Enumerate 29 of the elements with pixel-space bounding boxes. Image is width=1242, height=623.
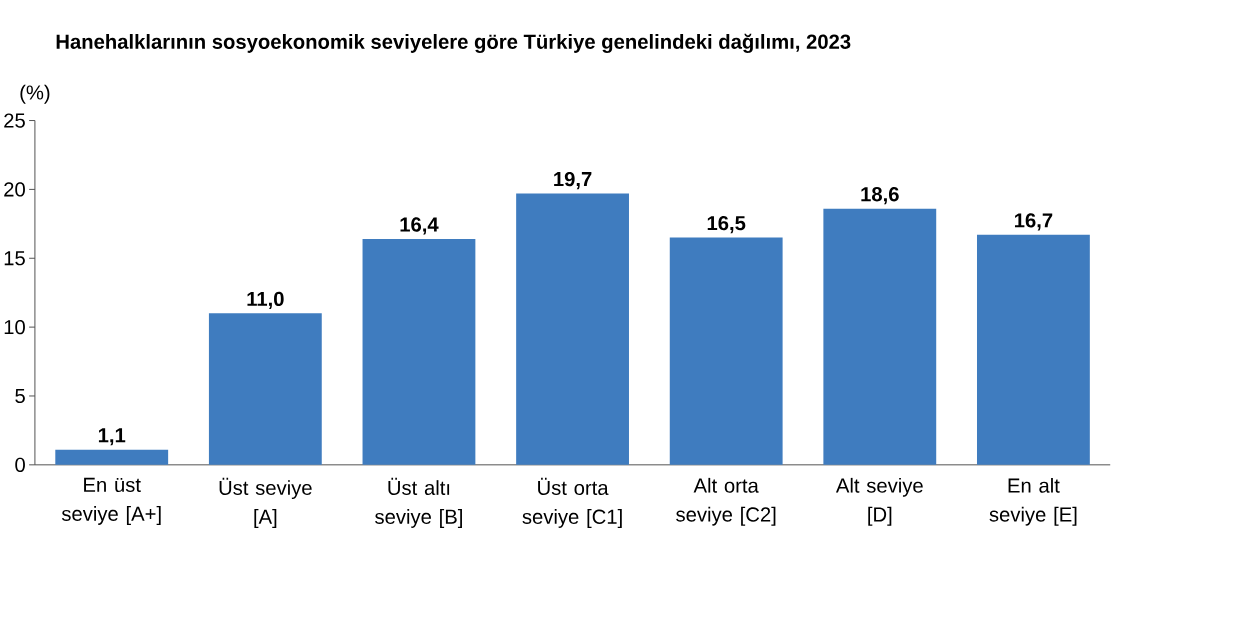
y-tick-label: 5 [15,388,25,404]
y-tick-label: 0 [15,457,25,473]
bar [516,193,629,465]
x-tick-label: Üst altı seviye [B] [375,477,462,528]
data-label: 16,5 [707,215,746,234]
data-label: 11,0 [247,291,284,309]
data-label: 16,7 [1014,213,1053,231]
data-label: 16,4 [400,217,439,235]
y-tick-label: 15 [4,251,25,266]
chart-title: Hanehalklarının sosyoekonomik seviyelere göre Türkiye genelindeki dağılımı, 2023 [56,33,851,53]
y-axis-title: (%) [20,84,50,104]
data-label: 18,6 [861,187,899,205]
x-tick-label: Üst orta seviye [C1] [522,477,622,528]
y-tick-label: 20 [4,182,25,197]
bar [362,238,476,465]
bar [977,234,1090,465]
data-label: 19,7 [554,171,592,190]
bar [669,237,783,465]
bar [55,449,169,465]
x-tick-label: En alt seviye [E] [989,477,1077,526]
data-label: 1,1 [98,428,126,446]
y-tick-label: 10 [4,319,25,335]
bar [208,313,322,465]
y-tick-label: 25 [4,113,25,128]
bar [823,208,937,465]
x-tick-label: Üst seviye [A] [219,477,312,528]
x-tick-label: Alt seviye [D] [835,477,923,526]
x-tick-label: Alt orta seviye [C2] [676,477,776,526]
x-tick-label: En üst seviye [A+] [61,477,161,525]
